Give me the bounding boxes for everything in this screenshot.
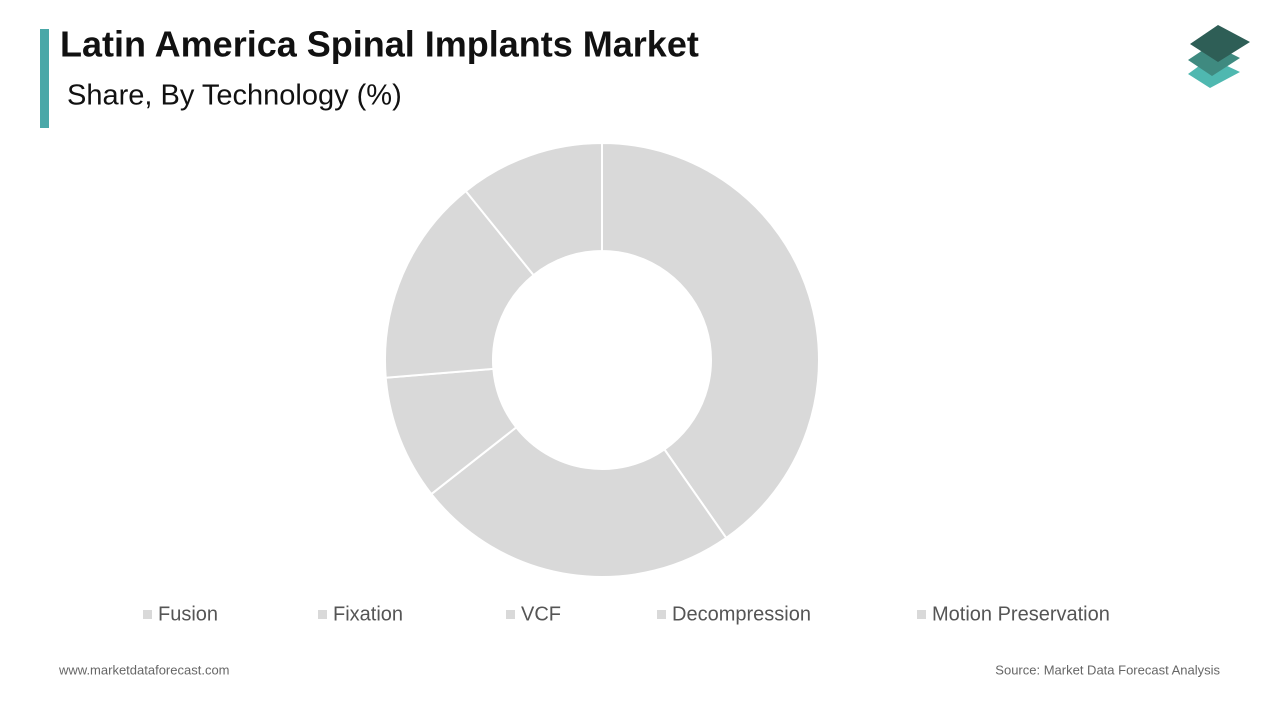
legend-marker <box>143 610 152 619</box>
donut-slice <box>601 141 820 540</box>
legend-label: Fixation <box>333 603 403 625</box>
source: Source: Market Data Forecast Analysis <box>995 662 1220 677</box>
website: www.marketdataforecast.com <box>58 662 230 677</box>
donut-slice <box>429 425 728 578</box>
donut-slice <box>464 141 603 277</box>
donut-slice <box>384 189 535 379</box>
legend-label: Motion Preservation <box>932 603 1110 625</box>
legend-label: VCF <box>521 603 561 625</box>
legend-label: Decompression <box>672 603 811 625</box>
chart-title: Latin America Spinal Implants Market <box>60 24 699 65</box>
logo <box>1188 25 1250 88</box>
legend-marker <box>506 610 515 619</box>
chart-subtitle: Share, By Technology (%) <box>67 80 402 112</box>
legend-label: Fusion <box>158 603 218 625</box>
title-accent <box>40 29 49 128</box>
legend-marker <box>318 610 327 619</box>
legend-marker <box>657 610 666 619</box>
legend-marker <box>917 610 926 619</box>
